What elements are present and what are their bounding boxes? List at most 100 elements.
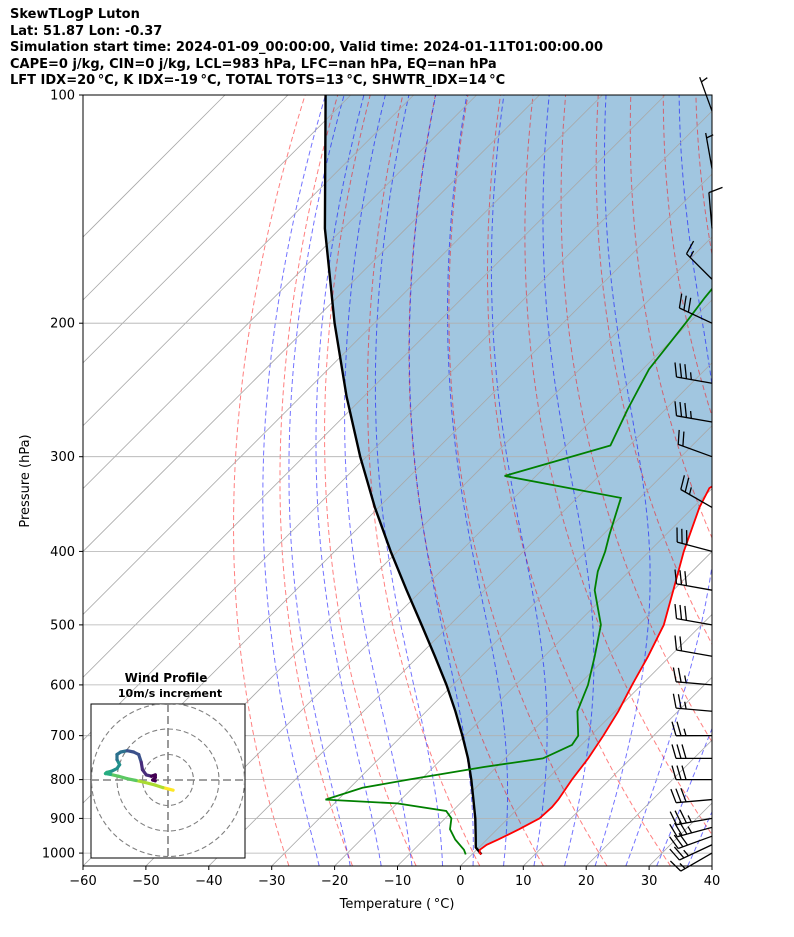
chart-title: SkewTLogP Luton bbox=[10, 7, 140, 22]
indices-line: LFT IDX=20 °C, K IDX=-19 °C, TOTAL TOTS=… bbox=[10, 73, 506, 88]
wind-barb bbox=[680, 475, 713, 509]
hodograph-segment bbox=[151, 778, 157, 783]
moist-adiabat bbox=[288, 95, 351, 866]
wind-barb bbox=[671, 765, 713, 781]
wind-barb bbox=[672, 667, 713, 686]
dry-adiabat bbox=[324, 95, 417, 866]
x-tick-label: 40 bbox=[704, 874, 721, 889]
x-tick-label: −10 bbox=[384, 874, 411, 889]
wind-barb bbox=[672, 693, 713, 712]
dry-adiabat bbox=[279, 95, 354, 866]
y-tick-label: 800 bbox=[50, 773, 75, 788]
isotherm-line bbox=[460, 613, 712, 866]
hodograph-inset: Wind Profile 10m/s increment bbox=[90, 671, 246, 859]
moist-adiabat bbox=[490, 95, 548, 866]
dry-adiabat bbox=[729, 95, 794, 866]
moist-adiabat bbox=[315, 95, 382, 866]
chart-header: SkewTLogP Luton Lat: 51.87 Lon: -0.37 Si… bbox=[10, 7, 603, 90]
wind-barb bbox=[677, 429, 713, 458]
isotherm-line bbox=[208, 362, 712, 866]
hodograph-subtitle: 10m/s increment bbox=[118, 687, 222, 700]
y-tick-label: 600 bbox=[50, 678, 75, 693]
hodograph-title: Wind Profile bbox=[125, 671, 208, 685]
isotherm-line bbox=[83, 110, 712, 741]
dry-adiabat bbox=[560, 95, 712, 743]
x-tick-label: −20 bbox=[321, 874, 348, 889]
wind-barb bbox=[669, 809, 713, 826]
moist-adiabat bbox=[408, 95, 474, 866]
y-axis-label: Pressure (hPa) bbox=[18, 434, 33, 527]
y-tick-label: 1000 bbox=[42, 847, 75, 862]
isotherm-line bbox=[83, 95, 352, 364]
isotherm-line bbox=[83, 95, 477, 490]
y-tick-label: 100 bbox=[50, 89, 75, 104]
temperature-line bbox=[478, 485, 712, 856]
wind-barb bbox=[674, 604, 713, 626]
moist-adiabat bbox=[344, 95, 413, 866]
wind-barb bbox=[674, 401, 713, 423]
wind-barb bbox=[705, 132, 714, 169]
dry-adiabat bbox=[367, 95, 481, 866]
x-tick-label: −40 bbox=[195, 874, 222, 889]
isotherm-line bbox=[397, 550, 712, 866]
moist-adiabat bbox=[374, 95, 444, 866]
dry-adiabat bbox=[761, 95, 794, 866]
y-tick-label: 300 bbox=[50, 450, 75, 465]
wind-barb bbox=[669, 852, 713, 872]
y-tick-label: 200 bbox=[50, 317, 75, 332]
wind-barb bbox=[669, 844, 713, 861]
isotherm-line bbox=[711, 865, 712, 866]
x-tick-label: 10 bbox=[515, 874, 532, 889]
x-tick-label: 20 bbox=[578, 874, 595, 889]
parcel-profile-line bbox=[323, 95, 483, 856]
wind-barb bbox=[674, 635, 713, 657]
hodograph-segment bbox=[143, 780, 157, 787]
cin-shading bbox=[324, 95, 712, 855]
dry-adiabat bbox=[487, 95, 672, 866]
moist-adiabat bbox=[625, 95, 712, 866]
moist-adiabat bbox=[447, 95, 508, 866]
x-tick-label: −60 bbox=[69, 874, 96, 889]
wind-barb bbox=[670, 787, 713, 804]
wind-barbs bbox=[669, 76, 723, 872]
wind-barb bbox=[678, 293, 713, 324]
wind-barb bbox=[674, 362, 713, 384]
dry-adiabat bbox=[595, 95, 712, 646]
isotherm-line bbox=[271, 425, 712, 866]
y-tick-label: 700 bbox=[50, 729, 75, 744]
hodograph-ring bbox=[91, 704, 245, 858]
dewpoint-line bbox=[325, 287, 712, 855]
x-tick-label: −30 bbox=[258, 874, 285, 889]
dry-adiabat bbox=[448, 95, 608, 866]
wind-barb bbox=[699, 76, 713, 112]
y-tick-label: 900 bbox=[50, 812, 75, 827]
moist-adiabat bbox=[542, 95, 595, 866]
moist-adiabat bbox=[656, 727, 712, 866]
y-tick-label: 500 bbox=[50, 618, 75, 633]
isotherm-line bbox=[83, 95, 666, 678]
wind-barb bbox=[708, 186, 723, 229]
x-axis-label: Temperature ( °C) bbox=[339, 897, 455, 912]
isotherm-line bbox=[83, 95, 289, 301]
isotherm-line bbox=[83, 95, 414, 427]
moist-adiabat bbox=[262, 95, 326, 866]
isotherm-line bbox=[83, 95, 603, 615]
wind-barb bbox=[671, 721, 713, 737]
wind-barb bbox=[685, 240, 713, 280]
dry-adiabat bbox=[233, 95, 306, 866]
location-line: Lat: 51.87 Lon: -0.37 bbox=[10, 23, 163, 39]
dry-adiabat bbox=[524, 95, 712, 836]
moist-adiabat bbox=[719, 95, 794, 866]
x-tick-label: 30 bbox=[641, 874, 658, 889]
wind-barb bbox=[676, 527, 713, 553]
isotherm-line bbox=[83, 95, 540, 553]
wind-barb bbox=[671, 744, 713, 760]
time-line: Simulation start time: 2024-01-09_00:00:… bbox=[10, 40, 603, 55]
y-tick-label: 400 bbox=[50, 545, 75, 560]
isotherm-line bbox=[523, 676, 712, 866]
hodograph-segment bbox=[161, 785, 175, 792]
isotherm-line bbox=[83, 95, 226, 238]
stability-line: CAPE=0 j/kg, CIN=0 j/kg, LCL=983 hPa, LF… bbox=[10, 56, 497, 72]
x-tick-label: 0 bbox=[456, 874, 464, 889]
